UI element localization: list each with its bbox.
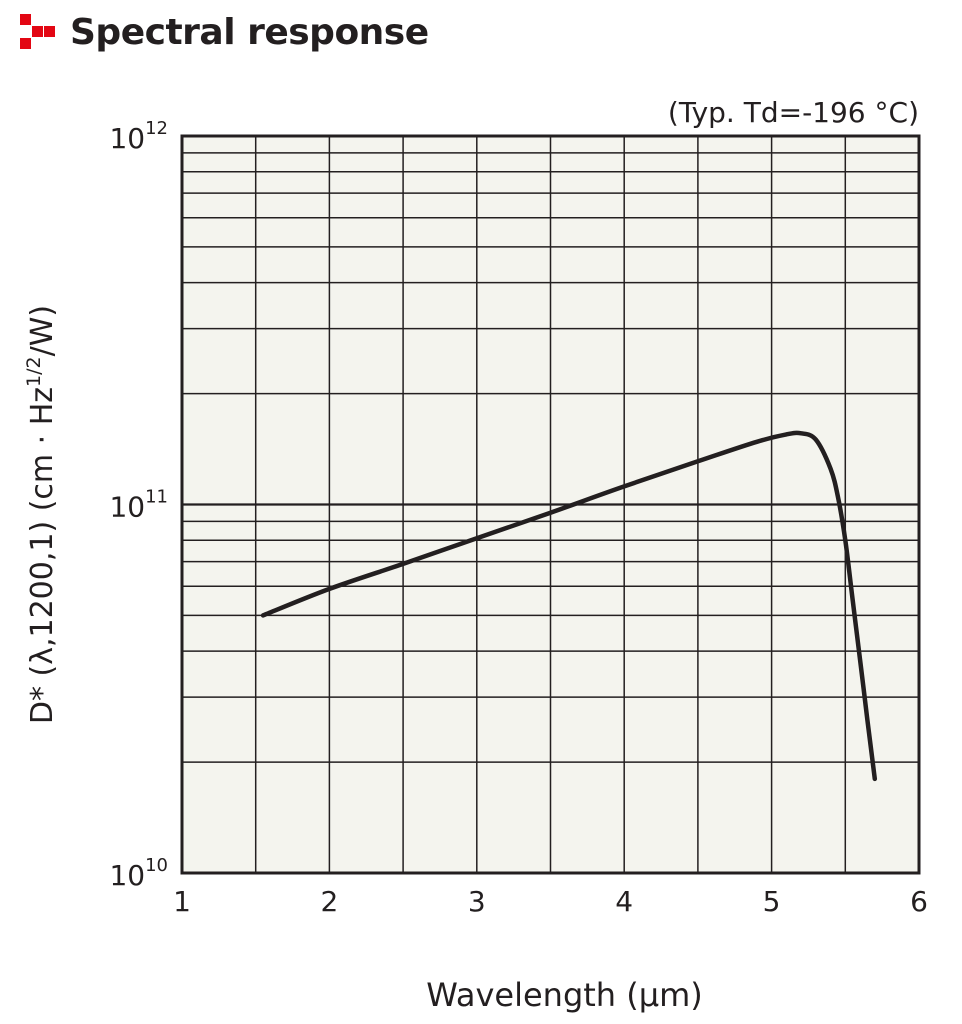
y-tick-base: 10 bbox=[109, 491, 145, 524]
page-title: Spectral response bbox=[70, 11, 429, 53]
y-tick-label: 1012 bbox=[109, 118, 168, 155]
y-tick-label: 1010 bbox=[109, 855, 168, 892]
red-squares-logo-icon bbox=[20, 14, 56, 50]
x-tick-label: 2 bbox=[320, 885, 338, 918]
plot-frame bbox=[180, 134, 921, 875]
y-tick-label: 1011 bbox=[109, 487, 168, 524]
series-line bbox=[260, 430, 878, 782]
y-axis-label-sup: 1/2 bbox=[23, 356, 45, 387]
y-tick-base: 10 bbox=[109, 122, 145, 155]
y-axis-label-main: D* (λ,1200,1) (cm · Hz bbox=[25, 387, 60, 724]
y-tick-exponent: 11 bbox=[145, 487, 168, 508]
chart-annotation: (Typ. Td=-196 °C) bbox=[668, 96, 919, 129]
x-tick-label: 3 bbox=[468, 885, 486, 918]
x-tick-label: 1 bbox=[173, 885, 191, 918]
x-axis-label: Wavelength (μm) bbox=[426, 976, 703, 1014]
header: Spectral response bbox=[20, 8, 429, 56]
y-tick-exponent: 12 bbox=[145, 118, 168, 139]
y-tick-exponent: 10 bbox=[145, 855, 168, 876]
y-axis-label-tail: /W) bbox=[25, 305, 60, 356]
x-tick-label: 4 bbox=[615, 885, 633, 918]
x-tick-label: 5 bbox=[763, 885, 781, 918]
y-axis-label: D* (λ,1200,1) (cm · Hz1/2/W) bbox=[23, 305, 60, 724]
grid bbox=[182, 136, 919, 873]
y-tick-base: 10 bbox=[109, 859, 145, 892]
x-tick-label: 6 bbox=[910, 885, 928, 918]
